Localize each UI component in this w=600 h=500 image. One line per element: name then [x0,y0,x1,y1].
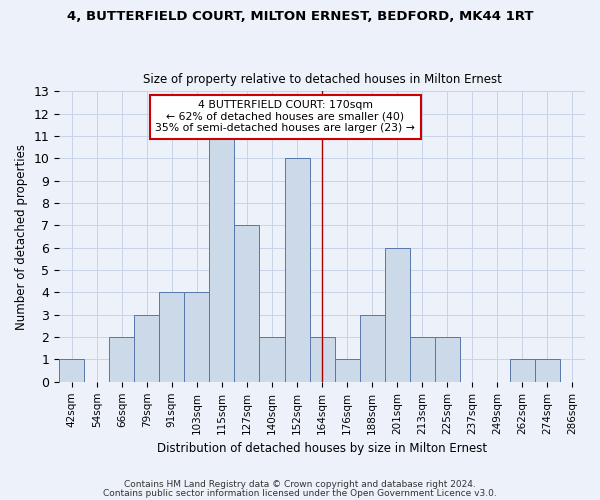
Y-axis label: Number of detached properties: Number of detached properties [15,144,28,330]
Bar [259,337,284,382]
Bar [510,360,535,382]
Bar [310,337,335,382]
Bar [209,136,235,382]
Text: 4, BUTTERFIELD COURT, MILTON ERNEST, BEDFORD, MK44 1RT: 4, BUTTERFIELD COURT, MILTON ERNEST, BED… [67,10,533,23]
Bar [235,226,259,382]
Text: Contains HM Land Registry data © Crown copyright and database right 2024.: Contains HM Land Registry data © Crown c… [124,480,476,489]
Title: Size of property relative to detached houses in Milton Ernest: Size of property relative to detached ho… [143,73,502,86]
Bar [359,315,385,382]
Bar [184,292,209,382]
Bar [160,292,184,382]
Bar [535,360,560,382]
Text: 4 BUTTERFIELD COURT: 170sqm
← 62% of detached houses are smaller (40)
35% of sem: 4 BUTTERFIELD COURT: 170sqm ← 62% of det… [155,100,415,133]
Bar [335,360,359,382]
Bar [134,315,160,382]
Bar [410,337,435,382]
Bar [385,248,410,382]
X-axis label: Distribution of detached houses by size in Milton Ernest: Distribution of detached houses by size … [157,442,487,455]
Bar [59,360,84,382]
Bar [435,337,460,382]
Bar [109,337,134,382]
Bar [284,158,310,382]
Text: Contains public sector information licensed under the Open Government Licence v3: Contains public sector information licen… [103,490,497,498]
